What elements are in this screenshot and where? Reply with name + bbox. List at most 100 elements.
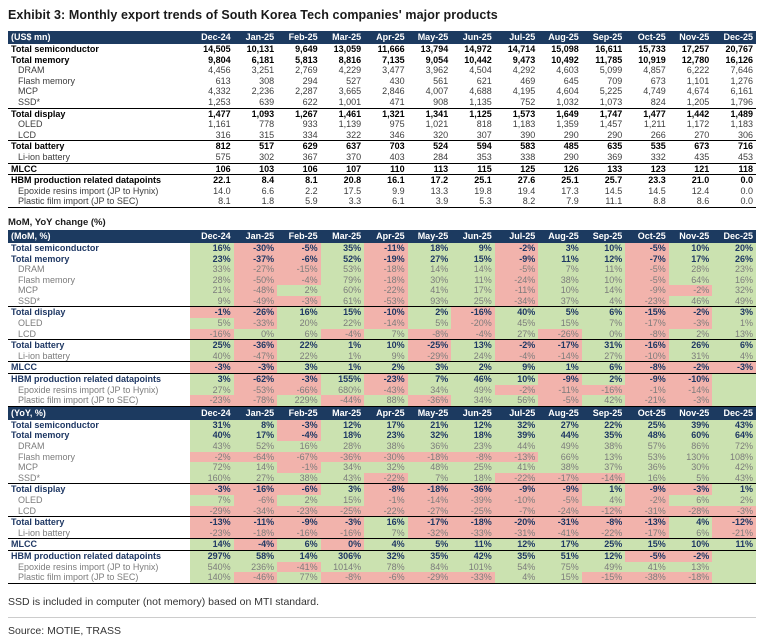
change-section-label: MoM, YoY change (%)	[8, 216, 106, 228]
table-cell: 14%	[407, 264, 452, 275]
table-cell: -26%	[233, 306, 278, 319]
table-cell: -2%	[625, 494, 669, 506]
table-cell: 3,665	[338, 86, 362, 97]
table-cell: 79%	[320, 274, 365, 286]
table-cell: 6%	[581, 361, 626, 374]
column-header: Oct-25	[625, 406, 669, 420]
table-cell: 2.2	[305, 185, 318, 196]
table-cell: -11%	[538, 384, 582, 396]
table-cell: 10%	[581, 242, 626, 254]
table-cell: 3.9	[407, 196, 452, 208]
table-cell: 390	[520, 129, 536, 140]
table-cell: 13%	[712, 328, 756, 340]
table-cell: 236%	[233, 561, 278, 573]
table-cell: 4,688	[469, 86, 492, 97]
table-cell: -18%	[364, 264, 408, 275]
table-cell: 16%	[190, 242, 234, 254]
table-cell: 0%	[581, 328, 626, 340]
table-cell: 155%	[320, 373, 365, 385]
table-cell: 8.1	[190, 196, 234, 208]
table-cell: 12%	[320, 419, 365, 431]
table-cell: 28%	[320, 441, 365, 452]
table-cell: -28%	[668, 505, 713, 517]
table-cell: 14%	[277, 549, 321, 562]
table-cell: 6.6	[261, 185, 275, 196]
table-cell: 43%	[320, 472, 365, 484]
table-cell: -23%	[625, 295, 669, 307]
table-cell: 9,054	[425, 54, 449, 65]
table-cell: -14%	[668, 384, 713, 396]
unit-header: (MoM, %)	[8, 229, 191, 243]
table-cell: -9%	[625, 483, 669, 495]
table-cell: 645	[563, 75, 579, 86]
table-cell: 88%	[364, 395, 408, 407]
table-cell: 11%	[451, 538, 495, 551]
table-cell: 22%	[581, 419, 626, 431]
table-cell: 14%	[190, 538, 234, 551]
table-cell: 15,733	[638, 44, 666, 54]
table-cell: 26%	[712, 253, 756, 265]
table-cell: -3%	[277, 373, 321, 385]
table-cell: 61%	[320, 295, 365, 307]
column-header: Mar-25	[320, 31, 365, 44]
table-row: Flash memory -2% -64% -67% -36% -30% -18% -8% -1…	[8, 451, 756, 463]
table-cell: 31%	[190, 419, 234, 431]
table-cell: 43%	[712, 472, 756, 484]
table-cell: -22%	[364, 285, 408, 296]
table-cell: -16%	[451, 306, 495, 319]
table-cell: -22%	[494, 472, 539, 484]
table-cell: 16.1	[364, 174, 408, 186]
table-cell: 1,211	[643, 119, 666, 130]
table-cell: 33%	[190, 264, 234, 275]
table-cell: 453	[737, 151, 753, 162]
table-cell: -25%	[451, 505, 495, 517]
table-row: Plastic film import (JP to SEC) 140% -46% 7…	[8, 572, 756, 584]
table-cell: 1,267	[277, 107, 321, 120]
table-cell: 27%	[494, 328, 539, 340]
table-cell: -16%	[277, 527, 321, 539]
column-header: Nov-25	[668, 406, 713, 420]
column-header: Jan-25	[233, 406, 278, 420]
table-row: MCP 21% -48% 2% 60% -22% 41% 17% -11% 10% 14% -9% -2…	[8, 285, 756, 296]
table-cell: 37%	[538, 295, 582, 307]
table-cell: 93%	[407, 295, 452, 307]
table-cell: 270	[694, 129, 710, 140]
table-cell	[712, 395, 756, 407]
table-cell: -18%	[451, 516, 495, 528]
table-cell: 16,611	[595, 44, 623, 54]
table-row: Total semiconductor 31% 8% -3% 12% 17% 21% 12% 3…	[8, 419, 756, 431]
table-cell: -6%	[233, 494, 278, 506]
table-cell: 561	[433, 75, 449, 86]
table-cell: 613	[215, 75, 231, 86]
table-cell: 30%	[668, 462, 713, 473]
table-cell: 5%	[407, 538, 452, 551]
table-cell: 4%	[364, 538, 408, 551]
table-cell: -4%	[277, 274, 321, 286]
table-cell: 133	[581, 162, 626, 175]
table-row: Total display 1,477 1,093 1,267 1,461 1,321 1,…	[8, 107, 756, 120]
table-cell: -9%	[277, 516, 321, 528]
table-cell: 118	[712, 162, 756, 175]
table-cell: -7%	[494, 505, 539, 517]
table-cell: 18%	[451, 472, 495, 484]
table-cell: -9%	[625, 373, 669, 385]
table-cell: 302	[259, 151, 275, 162]
table-cell: -53%	[364, 295, 408, 307]
table-cell: 5%	[668, 472, 713, 484]
table-cell: -8%	[625, 328, 669, 340]
table-cell: 23%	[190, 253, 234, 265]
table-row: OLED 7% -6% 2% 15% -1% -14% -39% -10% -5% 4% -2% 6% 2…	[8, 494, 756, 506]
table-cell: -3%	[668, 318, 713, 329]
table-cell: 15%	[625, 538, 669, 551]
table-cell: 5%	[407, 318, 452, 329]
table-cell: -19%	[364, 253, 408, 265]
table-cell: 621	[476, 75, 492, 86]
table-cell: -34%	[233, 505, 278, 517]
table-cell: 10%	[364, 339, 408, 351]
table-cell: 1%	[320, 350, 365, 362]
source-note: Source: MOTIE, TRASS	[8, 624, 122, 637]
table-cell: 15%	[320, 306, 365, 319]
table-row: Total display -1% -26% 16% 15% -10% 2% -16% 40% 5…	[8, 306, 756, 319]
table-cell: 31%	[668, 350, 713, 362]
table-cell: 5%	[190, 318, 234, 329]
